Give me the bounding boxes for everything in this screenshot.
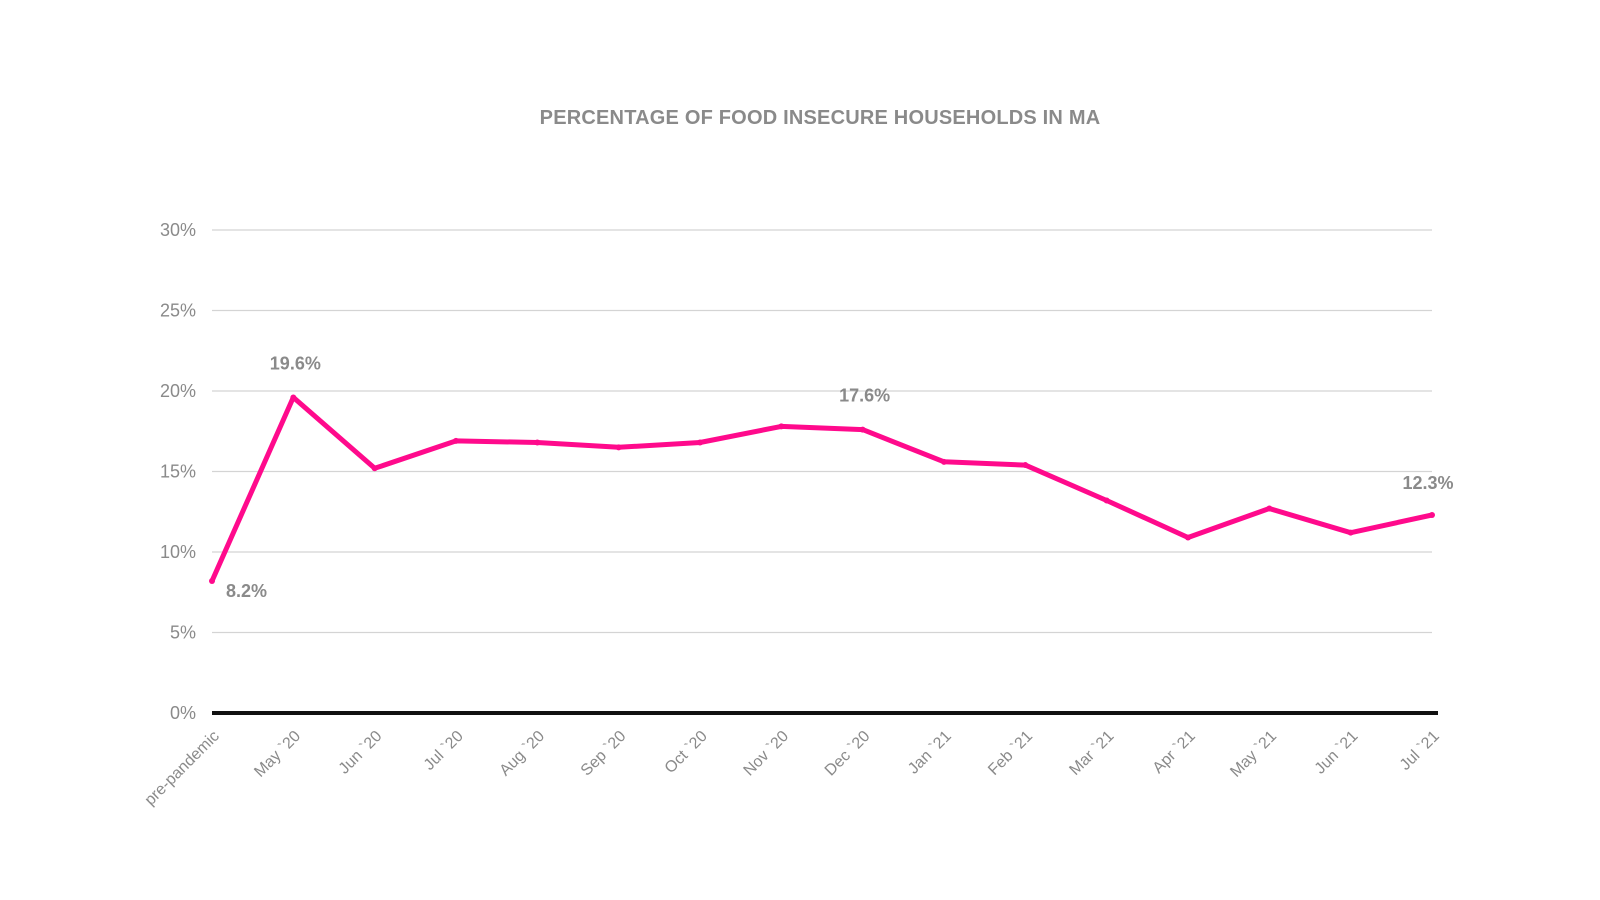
series-line	[209, 394, 1435, 584]
data-point	[1347, 529, 1354, 536]
gridlines	[212, 229, 1438, 715]
data-point	[859, 426, 866, 433]
data-point	[209, 577, 215, 584]
x-tick-label: Apr `21	[1150, 728, 1199, 777]
data-point	[453, 437, 459, 444]
data-point	[371, 465, 378, 472]
x-tick-label: Feb `21	[985, 728, 1036, 779]
data-label: 19.6%	[270, 353, 321, 373]
x-tick-label: Jun `20	[336, 728, 386, 778]
y-tick-label: 5%	[170, 623, 196, 643]
data-labels: 8.2% 19.6% 17.6% 12.3%	[226, 353, 1454, 601]
x-tick-label: Oct `20	[662, 728, 711, 777]
y-tick-label: 25%	[160, 301, 196, 321]
x-tick-label: Jun `21	[1312, 728, 1362, 778]
y-tick-label: 20%	[160, 381, 196, 401]
data-label: 17.6%	[839, 386, 890, 406]
x-tick-label: pre-pandemic	[142, 728, 223, 809]
y-tick-label: 30%	[160, 220, 196, 240]
data-point	[615, 444, 622, 451]
data-label: 8.2%	[226, 581, 267, 601]
data-point	[1185, 534, 1191, 541]
x-tick-label: Dec `20	[822, 728, 874, 780]
y-tick-label: 0%	[170, 703, 196, 723]
x-tick-label: May `21	[1227, 728, 1280, 781]
chart-title: PERCENTAGE OF FOOD INSECURE HOUSEHOLDS I…	[540, 107, 1101, 129]
series-line-group	[209, 394, 1435, 584]
x-tick-label: Jul `20	[421, 728, 467, 774]
x-tick-label: Nov `20	[741, 728, 793, 780]
data-point	[941, 458, 947, 465]
x-axis-ticks: pre-pandemic May `20 Jun `20 Jul `20 Aug `20…	[142, 728, 1443, 809]
data-point	[1103, 497, 1110, 504]
data-point	[1266, 505, 1273, 512]
data-point	[1429, 511, 1435, 518]
data-point	[778, 423, 785, 430]
x-tick-label: Aug `20	[497, 728, 549, 780]
y-tick-label: 10%	[160, 542, 196, 562]
data-label: 12.3%	[1402, 473, 1453, 493]
x-tick-label: Jan `21	[905, 728, 955, 778]
x-tick-label: Jul `21	[1397, 728, 1443, 774]
x-tick-label: Sep `20	[578, 728, 630, 780]
data-point	[290, 394, 297, 401]
x-tick-label: Mar `21	[1066, 728, 1117, 779]
data-point	[1022, 462, 1029, 469]
y-axis-ticks: 0% 5% 10% 15% 20% 25% 30%	[160, 220, 196, 723]
y-tick-label: 15%	[160, 462, 196, 482]
x-tick-label: May `20	[251, 728, 304, 781]
data-point	[534, 439, 541, 446]
data-point	[697, 439, 703, 446]
